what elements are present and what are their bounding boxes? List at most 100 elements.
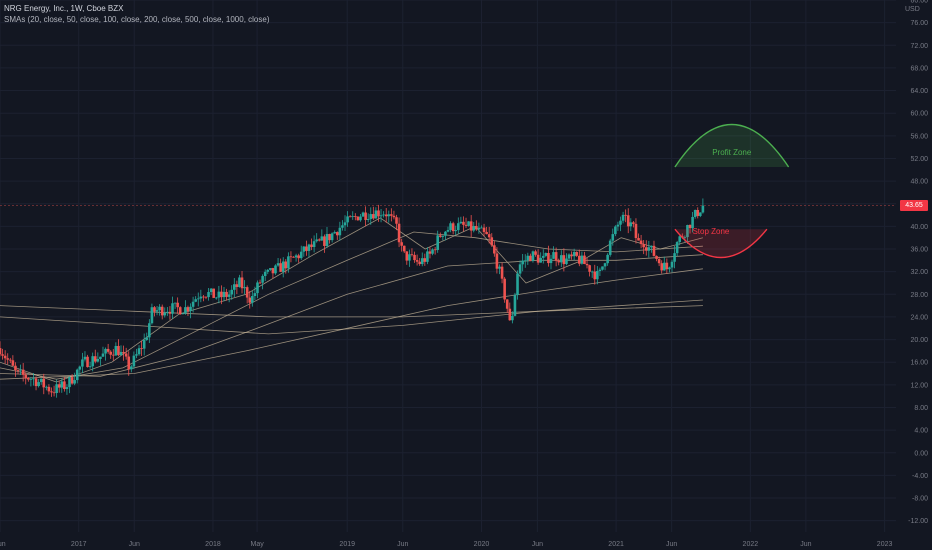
- candle-body: [78, 366, 82, 370]
- candle-body: [657, 258, 661, 264]
- y-tick-label: 76.00: [910, 20, 928, 27]
- candle-body: [624, 214, 627, 216]
- candle-body: [498, 266, 501, 269]
- candle-body: [91, 356, 94, 367]
- candle-body: [47, 386, 51, 392]
- candle-body: [238, 277, 241, 287]
- candle-body: [686, 225, 689, 238]
- indicator-label[interactable]: SMAs (20, close, 50, close, 100, close, …: [4, 15, 270, 24]
- candle-body: [668, 267, 671, 270]
- candle-body: [575, 252, 579, 256]
- candle-body: [81, 359, 84, 367]
- x-tick-label: Jun: [129, 541, 140, 548]
- y-tick-label: 68.00: [910, 65, 928, 72]
- candle-body: [374, 210, 378, 219]
- x-tick-label: 2020: [474, 541, 490, 548]
- candle-body: [361, 212, 365, 217]
- candle-body: [50, 391, 53, 393]
- candle-body: [325, 233, 329, 246]
- candle-body: [616, 224, 620, 227]
- candle-body: [1, 354, 4, 356]
- candle-body: [227, 294, 231, 297]
- candle-body: [171, 303, 174, 314]
- candle-body: [372, 214, 375, 219]
- candle-body: [292, 256, 295, 258]
- candle-body: [302, 246, 306, 252]
- candle-body: [294, 255, 298, 258]
- candle-body: [148, 323, 151, 338]
- time-axis[interactable]: Jun 2017 Jun 2018 May 2019 Jun 2020 Jun 2021 Jun 20…: [0, 541, 892, 548]
- candle-body: [639, 240, 643, 245]
- candle-body: [523, 260, 527, 262]
- candle-body: [446, 230, 450, 232]
- candle-body: [150, 307, 154, 324]
- candle-body: [88, 366, 92, 368]
- y-tick-label: 36.00: [910, 247, 928, 254]
- candle-body: [153, 307, 156, 312]
- candle-body: [652, 245, 656, 256]
- candle-body: [547, 252, 550, 264]
- candle-body: [420, 258, 424, 265]
- candle-body: [691, 216, 694, 229]
- candles: [0, 198, 896, 398]
- candle-body: [189, 306, 192, 311]
- candle-body: [261, 276, 264, 283]
- candle-body: [57, 384, 61, 388]
- candle-body: [650, 245, 653, 248]
- candle-body: [539, 257, 542, 263]
- candle-body: [220, 291, 223, 298]
- candle-body: [258, 282, 262, 284]
- symbol-title[interactable]: NRG Energy, Inc., 1W, Cboe BZX: [4, 4, 124, 13]
- candle-body: [405, 251, 409, 261]
- x-tick-label: Jun: [666, 541, 677, 548]
- candle-body: [699, 212, 702, 216]
- candle-body: [701, 205, 705, 213]
- sma-lines: [0, 217, 704, 383]
- candle-body: [431, 249, 434, 254]
- candle-body: [688, 225, 692, 229]
- candle-body: [629, 222, 633, 227]
- candle-body: [111, 354, 115, 356]
- candle-body: [253, 293, 257, 297]
- candle-body: [11, 360, 15, 366]
- candle-body: [287, 256, 290, 269]
- candle-body: [423, 258, 427, 262]
- candle-body: [122, 351, 125, 354]
- candle-body: [86, 356, 89, 368]
- candle-body: [670, 261, 674, 268]
- x-tick-label: 2022: [743, 541, 759, 548]
- candle-body: [266, 269, 270, 272]
- price-axis[interactable]: 80.00 76.00 72.00 68.00 64.00 60.00 56.00 52.00…: [908, 0, 928, 525]
- candle-body: [269, 268, 272, 270]
- candle-body: [392, 215, 396, 218]
- candle-body: [356, 216, 360, 221]
- candle-body: [382, 214, 385, 216]
- candle-body: [55, 384, 58, 394]
- candle-body: [21, 369, 25, 375]
- candle-body: [603, 263, 607, 267]
- candle-body: [500, 266, 504, 279]
- candle-body: [655, 255, 658, 259]
- candle-body: [3, 355, 7, 359]
- chart-grid: [0, 0, 896, 532]
- candle-body: [96, 359, 100, 362]
- y-tick-label: 24.00: [910, 314, 928, 321]
- candle-body: [68, 377, 71, 388]
- candle-body: [202, 296, 205, 298]
- candle-body: [155, 310, 159, 312]
- candle-body: [101, 353, 105, 357]
- candle-body: [204, 296, 208, 298]
- chart-legend[interactable]: NRG Energy, Inc., 1W, Cboe BZX SMAs (20,…: [4, 3, 269, 25]
- candle-body: [364, 212, 367, 220]
- candle-body: [83, 356, 87, 360]
- y-tick-label: 0.00: [914, 450, 928, 457]
- candle-body: [130, 366, 133, 370]
- sma-line: [0, 299, 703, 335]
- candle-body: [135, 354, 138, 356]
- candle-body: [124, 353, 128, 357]
- candle-body: [343, 222, 347, 226]
- candle-body: [462, 221, 465, 225]
- candle-body: [60, 381, 64, 388]
- candle-body: [395, 217, 398, 224]
